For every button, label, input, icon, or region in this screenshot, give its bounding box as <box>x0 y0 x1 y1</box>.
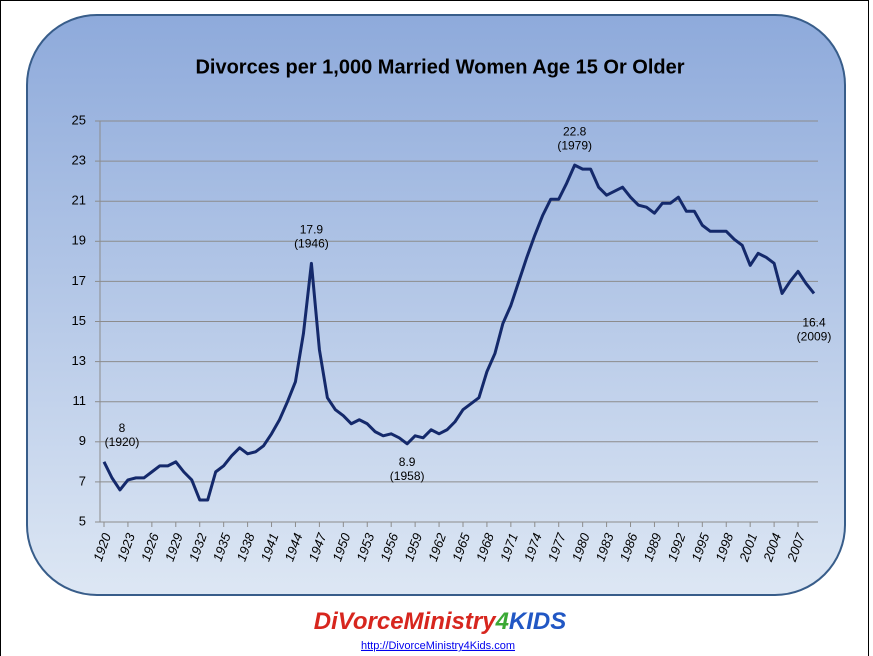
y-tick-label: 13 <box>72 353 86 368</box>
y-tick-label: 9 <box>79 433 86 448</box>
y-tick-label: 5 <box>79 513 86 528</box>
y-tick-label: 15 <box>72 313 86 328</box>
chart-title: Divorces per 1,000 Married Women Age 15 … <box>195 56 684 78</box>
annotation-value: 8 <box>119 421 126 435</box>
annotation-note: (1946) <box>294 237 329 251</box>
y-tick-label: 11 <box>73 393 87 408</box>
y-tick-label: 17 <box>72 273 86 288</box>
y-tick-label: 7 <box>79 473 86 488</box>
data-line <box>102 163 816 502</box>
logo-part: Ministry <box>404 608 498 635</box>
annotation-note: (1958) <box>390 469 425 483</box>
url-link[interactable]: http://DivorceMinistry4Kids.com <box>361 640 515 652</box>
annotation-value: 16.4 <box>802 316 826 330</box>
annotation-value: 22.8 <box>563 124 587 138</box>
annotation-value: 8.9 <box>399 455 416 469</box>
annotation-note: (2009) <box>797 330 832 344</box>
annotation-note: (1920) <box>105 435 140 449</box>
annotation-note: (1979) <box>557 138 592 152</box>
annotation-value: 17.9 <box>300 223 324 237</box>
logo-part: 4 <box>495 608 509 635</box>
logo: DiVorceMinistry4KIDS <box>314 608 567 635</box>
y-tick-label: 23 <box>72 153 86 168</box>
y-tick-label: 21 <box>72 193 86 208</box>
logo-part: DiVorce <box>314 608 404 635</box>
logo-part: KIDS <box>509 608 566 635</box>
y-tick-label: 19 <box>72 233 86 248</box>
y-tick-label: 25 <box>72 112 86 127</box>
chart-panel <box>26 14 846 596</box>
